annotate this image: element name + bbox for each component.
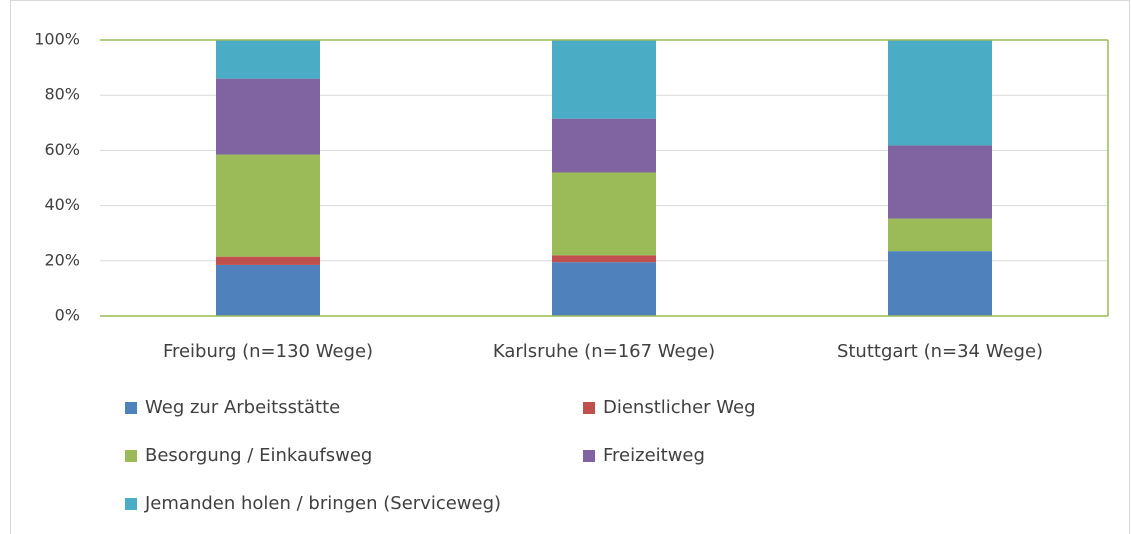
y-tick-label: 60% [44, 140, 80, 159]
y-tick-label: 40% [44, 195, 80, 214]
bar-segment [552, 262, 656, 316]
bar-segment [888, 145, 992, 219]
bar-segment [552, 172, 656, 256]
x-tick-label: Freiburg (n=130 Wege) [163, 341, 373, 362]
legend-label: Besorgung / Einkaufsweg [145, 445, 372, 466]
legend-label: Dienstlicher Weg [603, 397, 756, 418]
legend-label: Jemanden holen / bringen (Serviceweg) [144, 493, 501, 514]
bar-segment [888, 251, 992, 316]
bar-segment [888, 40, 992, 146]
legend-swatch [583, 450, 595, 462]
legend-swatch [125, 402, 137, 414]
bar-segment [216, 256, 320, 265]
x-tick-label: Karlsruhe (n=167 Wege) [493, 341, 715, 362]
y-tick-label: 0% [55, 306, 80, 325]
bar-segment [216, 40, 320, 79]
bar-segment [552, 40, 656, 119]
bar-segment [552, 118, 656, 173]
legend-label: Weg zur Arbeitsstätte [145, 397, 340, 418]
legend-swatch [583, 402, 595, 414]
bar-segment [216, 78, 320, 155]
legend-swatch [125, 450, 137, 462]
y-tick-label: 100% [34, 30, 80, 49]
chart-border [10, 0, 1130, 534]
bar-segment [216, 264, 320, 316]
y-tick-label: 20% [44, 250, 80, 269]
bar-segment [888, 218, 992, 252]
x-tick-label: Stuttgart (n=34 Wege) [837, 341, 1043, 362]
bar-segment [216, 154, 320, 257]
legend-swatch [125, 498, 137, 510]
legend-label: Freizeitweg [603, 445, 705, 466]
y-tick-label: 80% [44, 85, 80, 104]
bar-segment [552, 255, 656, 263]
